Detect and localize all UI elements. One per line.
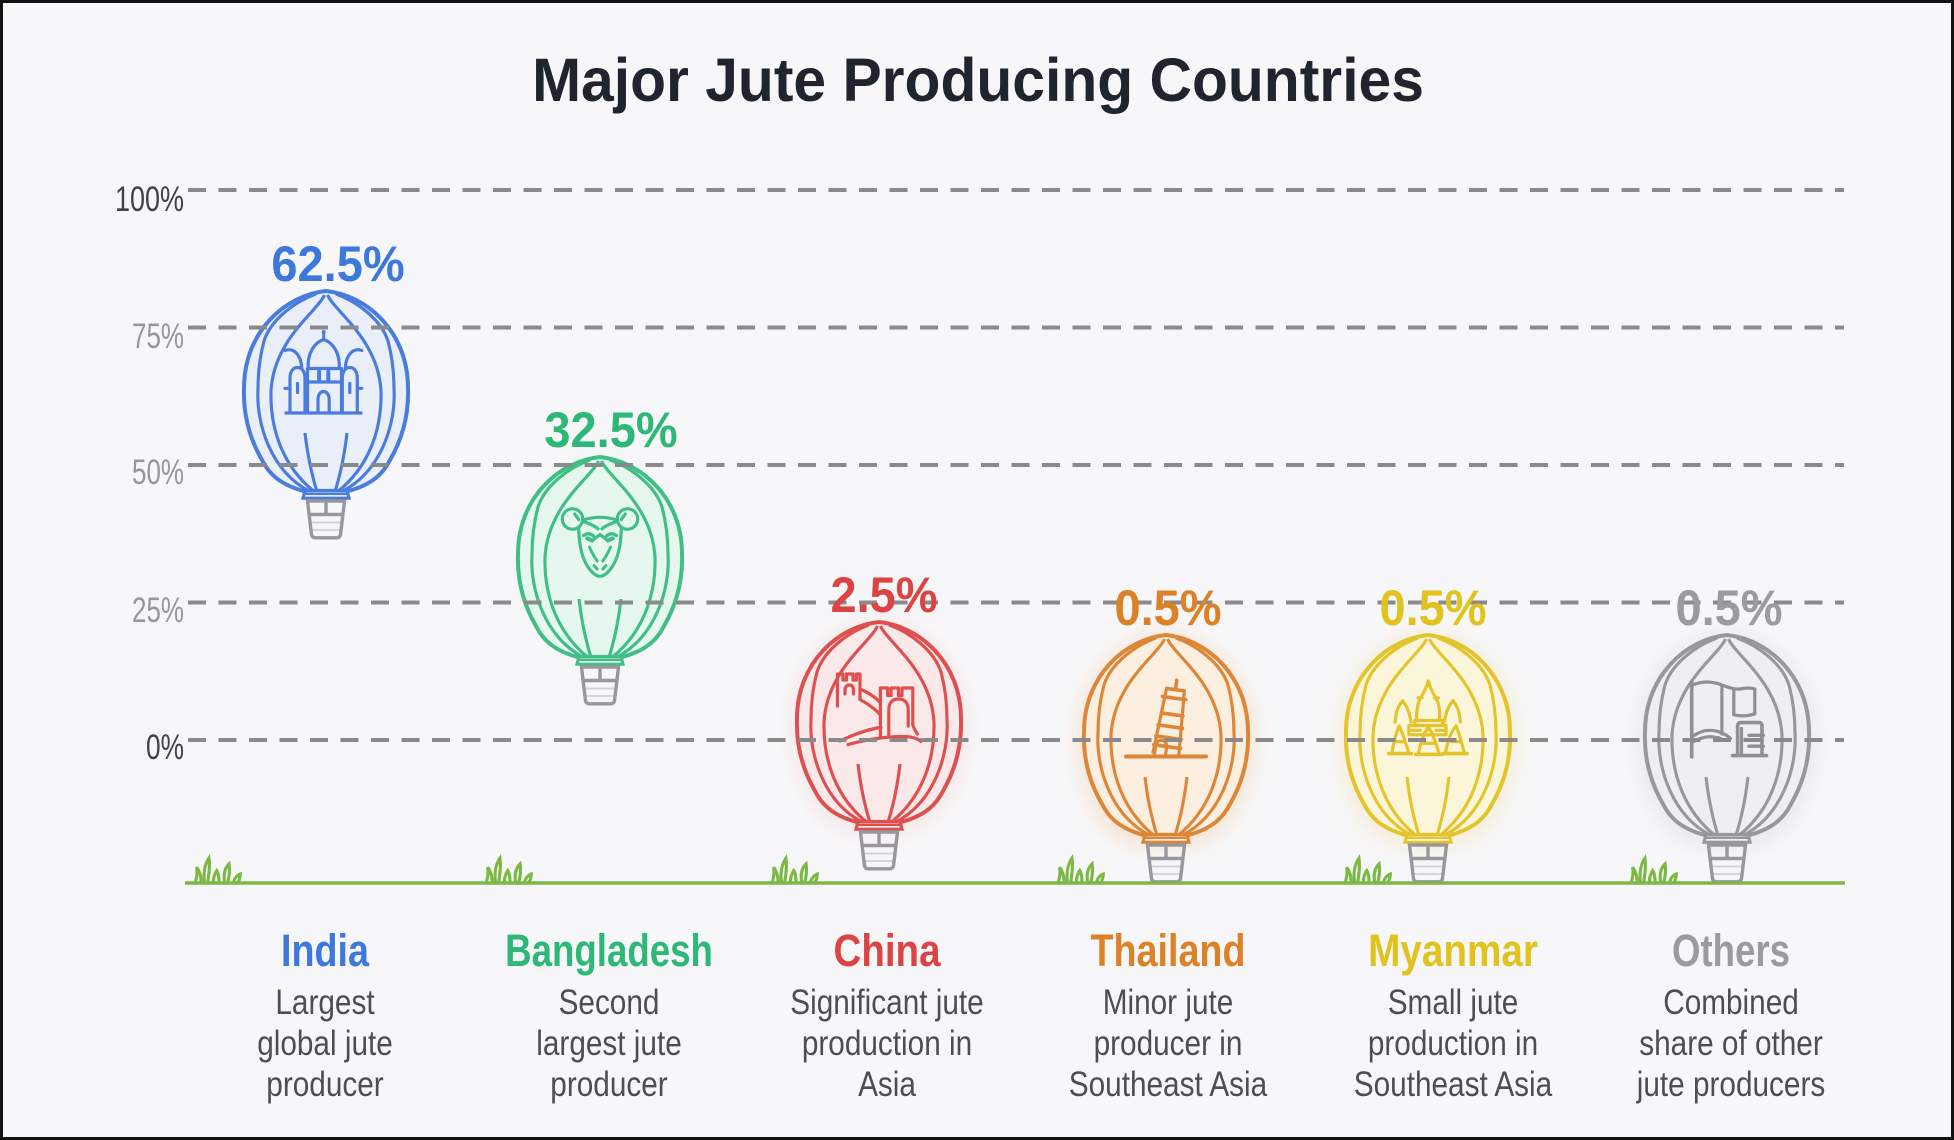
svg-text:Others: Others xyxy=(1672,925,1790,975)
svg-text:Myanmar: Myanmar xyxy=(1368,925,1538,975)
svg-text:0.5%: 0.5% xyxy=(1675,581,1782,637)
svg-text:100%: 100% xyxy=(115,180,184,219)
svg-text:largest jute: largest jute xyxy=(536,1024,681,1063)
svg-text:0%: 0% xyxy=(146,727,184,767)
svg-text:Small jute: Small jute xyxy=(1388,983,1519,1022)
svg-text:India: India xyxy=(281,925,370,976)
svg-text:Asia: Asia xyxy=(858,1065,917,1104)
svg-text:producer: producer xyxy=(266,1065,384,1104)
svg-text:Bangladesh: Bangladesh xyxy=(505,925,713,975)
svg-text:production in: production in xyxy=(1368,1024,1538,1063)
svg-text:production in: production in xyxy=(802,1024,972,1063)
svg-text:Southeast Asia: Southeast Asia xyxy=(1069,1065,1268,1104)
svg-text:0.5%: 0.5% xyxy=(1114,581,1221,637)
svg-text:Minor jute: Minor jute xyxy=(1103,983,1234,1022)
svg-text:producer: producer xyxy=(550,1065,668,1104)
svg-text:62.5%: 62.5% xyxy=(271,237,404,293)
svg-text:share of other: share of other xyxy=(1639,1024,1823,1063)
svg-text:Largest: Largest xyxy=(275,983,374,1022)
svg-text:China: China xyxy=(834,925,942,975)
svg-text:producer in: producer in xyxy=(1094,1024,1243,1063)
svg-text:Significant jute: Significant jute xyxy=(790,983,983,1022)
svg-text:Combined: Combined xyxy=(1663,983,1799,1022)
svg-text:50%: 50% xyxy=(132,452,184,492)
svg-text:Major Jute Producing Countries: Major Jute Producing Countries xyxy=(532,46,1424,114)
svg-text:2.5%: 2.5% xyxy=(830,568,937,624)
svg-text:Thailand: Thailand xyxy=(1091,925,1246,976)
svg-text:jute producers: jute producers xyxy=(1636,1065,1825,1104)
svg-text:25%: 25% xyxy=(132,590,184,630)
svg-text:Southeast Asia: Southeast Asia xyxy=(1354,1065,1553,1104)
svg-text:75%: 75% xyxy=(132,316,184,356)
svg-text:global jute: global jute xyxy=(257,1024,393,1063)
svg-text:32.5%: 32.5% xyxy=(544,403,677,459)
svg-text:0.5%: 0.5% xyxy=(1379,581,1486,637)
svg-text:Second: Second xyxy=(559,983,660,1022)
